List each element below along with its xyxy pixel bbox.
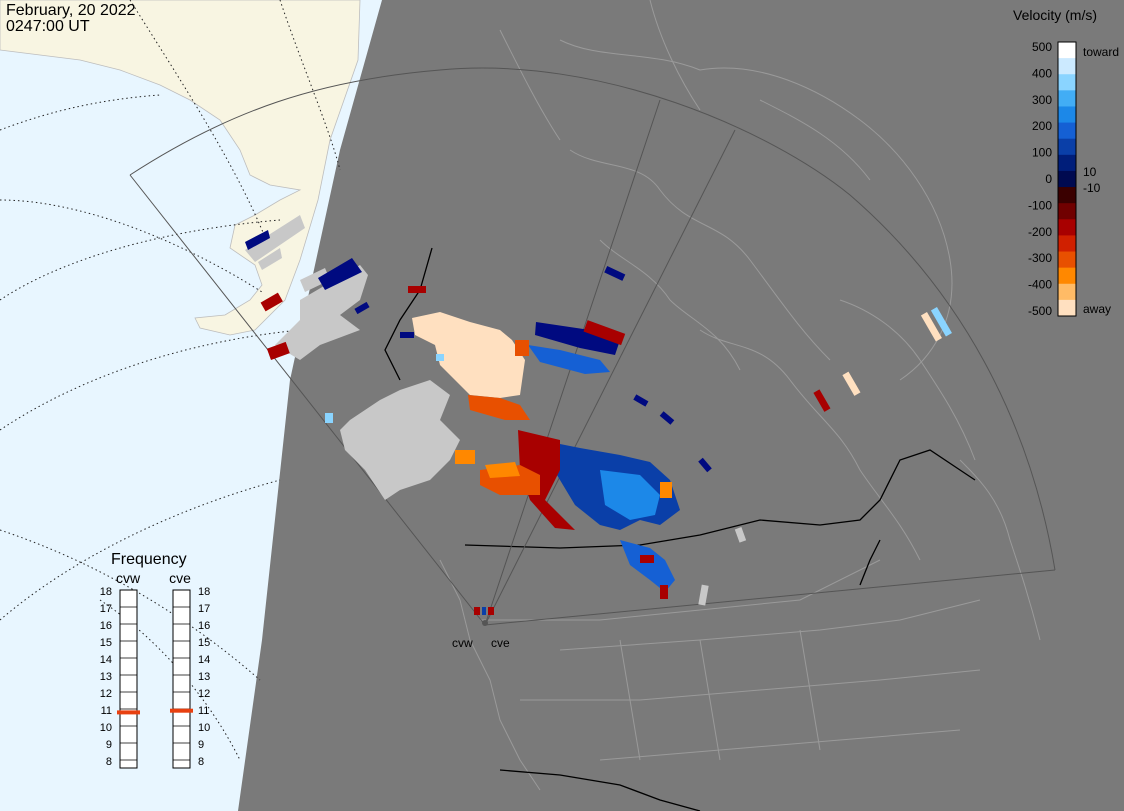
- velocity-tick-label: -300: [1028, 251, 1052, 265]
- site-label-cvw: cvw: [452, 636, 473, 650]
- velocity-tick-label: -200: [1028, 225, 1052, 239]
- velocity-color-segment: [1058, 170, 1076, 188]
- frequency-tick-label: 18: [198, 586, 210, 598]
- velocity-color-segment: [1058, 203, 1076, 220]
- velocity-tick-label: -400: [1028, 278, 1052, 292]
- velocity-tick-label: -500: [1028, 304, 1052, 318]
- velocity-tick-label: 100: [1032, 146, 1052, 160]
- frequency-box: [172, 589, 191, 769]
- frequency-tick-label: 11: [101, 705, 112, 717]
- frequency-tick-label: 8: [106, 756, 112, 768]
- toward-echo-cluster-2: [600, 470, 660, 520]
- velocity-tick-label: 300: [1032, 93, 1052, 107]
- velocity-color-segment: [1058, 106, 1076, 124]
- frequency-marker: [170, 708, 193, 713]
- frequency-tick-label: 12: [100, 688, 112, 700]
- velocity-color-segment: [1058, 283, 1076, 301]
- velocity-color-segment: [1058, 122, 1076, 140]
- velocity-tick-label: 400: [1032, 66, 1052, 80]
- ground-scatter-echoes: [245, 215, 747, 606]
- frequency-tick-label: 10: [198, 722, 210, 734]
- frequency-panel: cvw 18 17 16 15 14 13 12 11 10 9 8 cve 18 17 16 15 14 13 12…: [100, 570, 210, 769]
- frequency-box: [119, 589, 138, 769]
- velocity-color-segment: [1058, 187, 1076, 204]
- frequency-radar-name: cve: [169, 570, 191, 586]
- velocity-color-segment: [1058, 42, 1076, 59]
- velocity-tick-label: 500: [1032, 40, 1052, 54]
- velocity-color-segment: [1058, 154, 1076, 172]
- frequency-tick-label: 9: [106, 739, 112, 751]
- velocity-toward-label: toward: [1083, 45, 1119, 59]
- velocity-color-segment: [1058, 267, 1076, 285]
- frequency-tick-label: 13: [198, 671, 210, 683]
- night-side-shading: [238, 0, 1124, 811]
- away-echoes-light-orange: [455, 450, 672, 498]
- frequency-marker: [117, 710, 140, 715]
- away-echo-region: [412, 312, 525, 398]
- velocity-plus10-label: 10: [1083, 165, 1097, 179]
- frequency-tick-label: 17: [198, 603, 210, 615]
- velocity-tick-label: 200: [1032, 119, 1052, 133]
- away-echoes-red: [260, 286, 831, 599]
- frequency-tick-label: 16: [100, 620, 112, 632]
- frequency-tick-label: 15: [100, 637, 112, 649]
- velocity-legend-title: Velocity (m/s): [1013, 7, 1097, 23]
- velocity-tick-label: -100: [1028, 198, 1052, 212]
- velocity-tick-label: 0: [1045, 172, 1052, 186]
- site-label-cve: cve: [491, 636, 510, 650]
- velocity-color-segment: [1058, 74, 1076, 91]
- velocity-color-segment: [1058, 251, 1076, 269]
- toward-echo-tail: [620, 540, 675, 592]
- header-date: February, 20 2022: [6, 2, 136, 19]
- velocity-legend: 500 400 300 200 100 0 -100 -200 -300 -400 -500: [1028, 40, 1077, 318]
- frequency-tick-label: 18: [100, 586, 112, 598]
- velocity-color-segment: [1058, 219, 1076, 236]
- velocity-color-segment: [1058, 299, 1076, 317]
- frequency-tick-label: 10: [100, 722, 112, 734]
- away-echoes-pale: [842, 312, 942, 396]
- toward-echo-band: [528, 345, 610, 374]
- frequency-title: Frequency: [111, 551, 187, 568]
- frequency-tick-label: 9: [198, 739, 204, 751]
- velocity-color-segment: [1058, 58, 1076, 75]
- velocity-colorbar-frame: [1057, 41, 1077, 317]
- frequency-tick-label: 17: [100, 603, 112, 615]
- frequency-tick-label: 14: [198, 654, 210, 666]
- frequency-tick-label: 11: [198, 705, 209, 717]
- radar-sites: [474, 607, 494, 626]
- velocity-color-segment: [1058, 235, 1076, 253]
- frequency-tick-label: 15: [198, 637, 210, 649]
- velocity-minus10-label: -10: [1083, 181, 1101, 195]
- frequency-tick-label: 16: [198, 620, 210, 632]
- velocity-color-segment: [1058, 90, 1076, 107]
- velocity-away-label: away: [1083, 302, 1111, 316]
- velocity-color-segment: [1058, 138, 1076, 156]
- frequency-tick-label: 14: [100, 654, 112, 666]
- toward-echoes: [245, 230, 712, 473]
- frequency-tick-label: 13: [100, 671, 112, 683]
- frequency-tick-label: 8: [198, 756, 204, 768]
- header-time: 0247:00 UT: [6, 18, 90, 35]
- toward-echoes-light: [325, 307, 952, 423]
- frequency-tick-label: 12: [198, 688, 210, 700]
- frequency-radar-name: cvw: [116, 570, 141, 586]
